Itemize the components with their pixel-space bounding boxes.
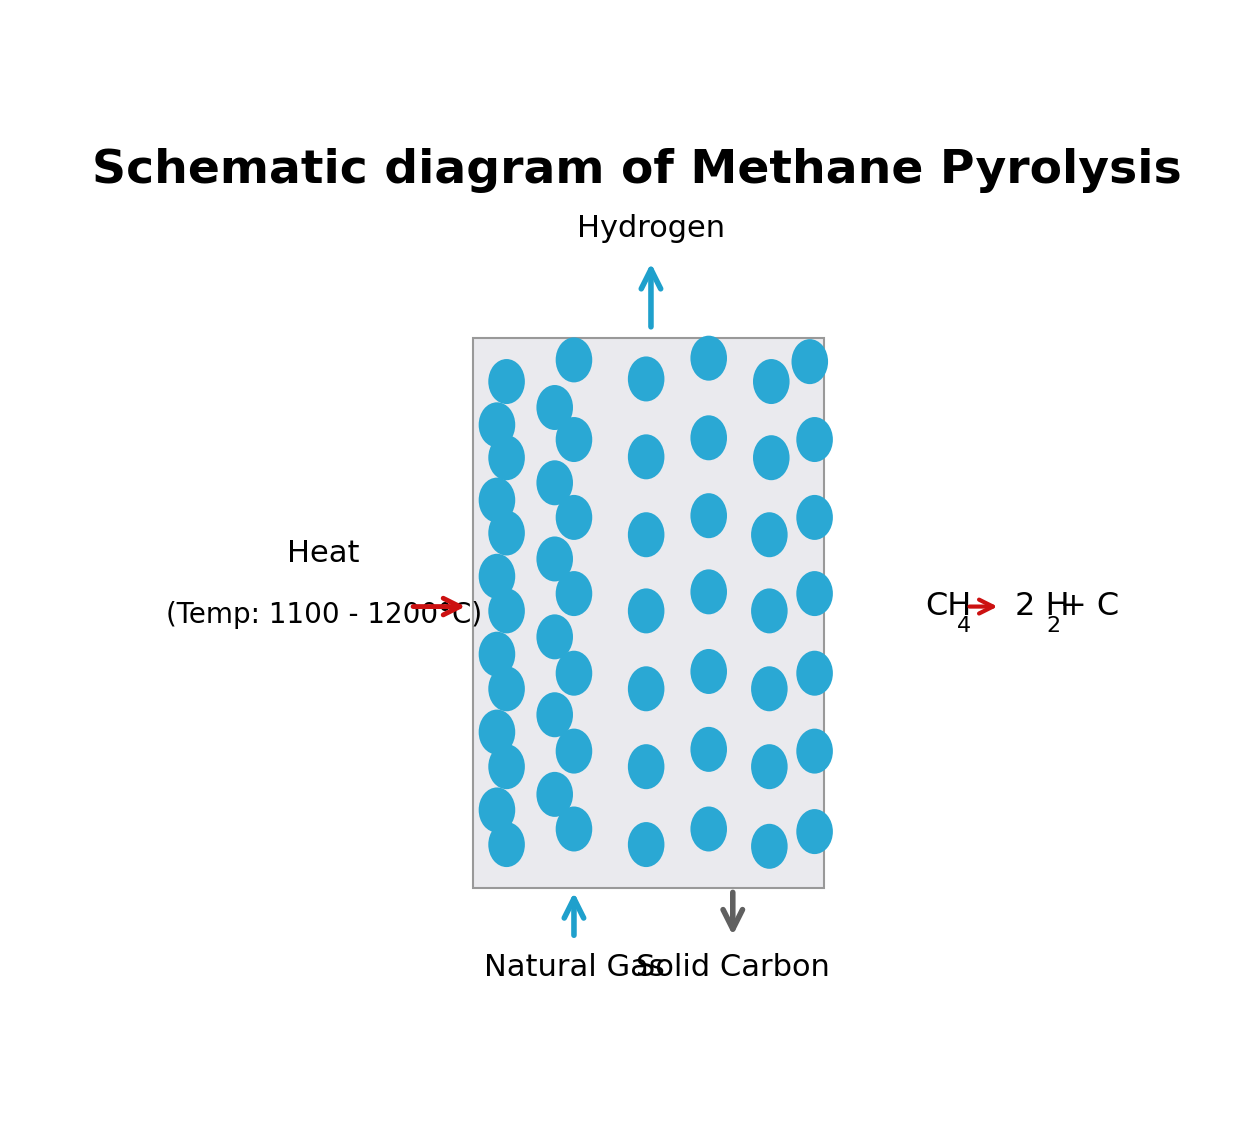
Ellipse shape <box>478 632 515 677</box>
Ellipse shape <box>691 570 727 615</box>
Text: CH: CH <box>925 591 971 622</box>
Ellipse shape <box>796 728 833 773</box>
Ellipse shape <box>478 402 515 447</box>
Text: + C: + C <box>1061 591 1119 622</box>
Ellipse shape <box>555 417 592 462</box>
Ellipse shape <box>796 417 833 462</box>
Ellipse shape <box>628 744 664 789</box>
Ellipse shape <box>751 667 787 711</box>
Ellipse shape <box>555 651 592 696</box>
Ellipse shape <box>555 571 592 616</box>
Ellipse shape <box>555 495 592 540</box>
Ellipse shape <box>478 709 515 754</box>
Ellipse shape <box>628 434 664 479</box>
Text: Schematic diagram of Methane Pyrolysis: Schematic diagram of Methane Pyrolysis <box>92 148 1181 193</box>
Ellipse shape <box>488 435 525 480</box>
Text: Natural Gas: Natural Gas <box>483 953 664 981</box>
Ellipse shape <box>537 461 573 506</box>
Ellipse shape <box>751 588 787 634</box>
Ellipse shape <box>751 744 787 789</box>
Ellipse shape <box>537 615 573 660</box>
Ellipse shape <box>628 588 664 634</box>
Ellipse shape <box>537 692 573 737</box>
Ellipse shape <box>488 667 525 711</box>
Ellipse shape <box>555 807 592 852</box>
Ellipse shape <box>628 356 664 401</box>
Ellipse shape <box>796 809 833 854</box>
Ellipse shape <box>691 336 727 381</box>
Ellipse shape <box>555 337 592 382</box>
Ellipse shape <box>796 495 833 540</box>
Ellipse shape <box>488 822 525 867</box>
Text: 2 H: 2 H <box>1015 591 1069 622</box>
Ellipse shape <box>628 513 664 558</box>
Text: Heat: Heat <box>287 538 360 568</box>
Ellipse shape <box>753 359 790 404</box>
Ellipse shape <box>488 359 525 404</box>
Ellipse shape <box>691 807 727 852</box>
Ellipse shape <box>753 435 790 480</box>
Ellipse shape <box>796 571 833 616</box>
Ellipse shape <box>628 822 664 867</box>
Ellipse shape <box>628 667 664 711</box>
Ellipse shape <box>691 415 727 461</box>
Ellipse shape <box>691 727 727 772</box>
Ellipse shape <box>478 554 515 599</box>
Ellipse shape <box>478 478 515 523</box>
Ellipse shape <box>796 651 833 696</box>
Ellipse shape <box>488 744 525 789</box>
Ellipse shape <box>488 510 525 555</box>
Ellipse shape <box>478 788 515 833</box>
Text: Hydrogen: Hydrogen <box>576 214 725 243</box>
Bar <box>473 338 825 888</box>
Ellipse shape <box>537 386 573 430</box>
Ellipse shape <box>691 649 727 694</box>
Ellipse shape <box>751 513 787 558</box>
Ellipse shape <box>537 536 573 581</box>
Text: Solid Carbon: Solid Carbon <box>636 953 830 981</box>
Ellipse shape <box>537 772 573 817</box>
Ellipse shape <box>488 588 525 634</box>
Ellipse shape <box>555 728 592 773</box>
Text: 2: 2 <box>1047 616 1061 635</box>
Text: (Temp: 1100 - 1200°C): (Temp: 1100 - 1200°C) <box>165 600 482 628</box>
Text: 4: 4 <box>958 616 971 635</box>
Ellipse shape <box>691 493 727 538</box>
Ellipse shape <box>751 824 787 869</box>
Ellipse shape <box>791 339 828 384</box>
